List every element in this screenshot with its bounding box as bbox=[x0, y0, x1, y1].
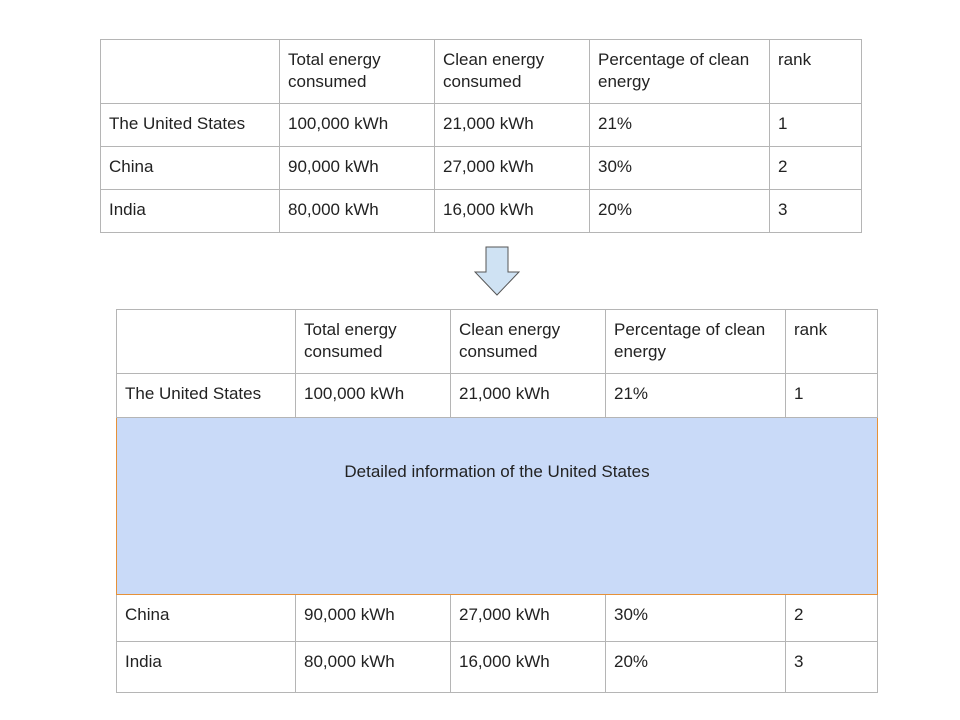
clean-cell: 27,000 kWh bbox=[450, 594, 606, 642]
rank-cell: 2 bbox=[769, 146, 862, 190]
rank-cell: 3 bbox=[769, 189, 862, 233]
rank-cell: 2 bbox=[785, 594, 878, 642]
header-cell-clean-energy: Clean energy consumed bbox=[434, 39, 590, 104]
detail-row: Detailed information of the United State… bbox=[116, 417, 878, 595]
percent-cell: 20% bbox=[589, 189, 770, 233]
down-arrow-shape bbox=[474, 246, 520, 296]
total-cell: 80,000 kWh bbox=[295, 641, 451, 693]
header-cell-rank: rank bbox=[785, 309, 878, 374]
energy-table-before: Total energy consumed Clean energy consu… bbox=[100, 39, 862, 233]
header-cell-percentage: Percentage of clean energy bbox=[605, 309, 786, 374]
total-cell: 80,000 kWh bbox=[279, 189, 435, 233]
table-row: China 90,000 kWh 27,000 kWh 30% 2 bbox=[116, 594, 878, 642]
clean-cell: 21,000 kWh bbox=[450, 373, 606, 418]
country-cell: China bbox=[116, 594, 296, 642]
rank-cell: 3 bbox=[785, 641, 878, 693]
table-row: India 80,000 kWh 16,000 kWh 20% 3 bbox=[116, 641, 878, 693]
header-cell-total-energy: Total energy consumed bbox=[279, 39, 435, 104]
clean-cell: 21,000 kWh bbox=[434, 103, 590, 147]
detail-panel: Detailed information of the United State… bbox=[116, 417, 878, 595]
table-header-row: Total energy consumed Clean energy consu… bbox=[100, 39, 862, 104]
header-cell-rank: rank bbox=[769, 39, 862, 104]
country-cell: The United States bbox=[116, 373, 296, 418]
table-row: The United States 100,000 kWh 21,000 kWh… bbox=[100, 103, 862, 147]
header-cell-percentage: Percentage of clean energy bbox=[589, 39, 770, 104]
percent-cell: 30% bbox=[605, 594, 786, 642]
country-cell: The United States bbox=[100, 103, 280, 147]
detail-text: Detailed information of the United State… bbox=[344, 462, 650, 481]
header-cell-empty bbox=[116, 309, 296, 374]
rank-cell: 1 bbox=[785, 373, 878, 418]
percent-cell: 21% bbox=[589, 103, 770, 147]
header-cell-empty bbox=[100, 39, 280, 104]
percent-cell: 30% bbox=[589, 146, 770, 190]
clean-cell: 27,000 kWh bbox=[434, 146, 590, 190]
clean-cell: 16,000 kWh bbox=[434, 189, 590, 233]
country-cell: India bbox=[116, 641, 296, 693]
energy-table-after: Total energy consumed Clean energy consu… bbox=[116, 309, 878, 693]
table-row: India 80,000 kWh 16,000 kWh 20% 3 bbox=[100, 189, 862, 233]
table-row: The United States 100,000 kWh 21,000 kWh… bbox=[116, 373, 878, 418]
percent-cell: 21% bbox=[605, 373, 786, 418]
total-cell: 90,000 kWh bbox=[295, 594, 451, 642]
clean-cell: 16,000 kWh bbox=[450, 641, 606, 693]
table-row: China 90,000 kWh 27,000 kWh 30% 2 bbox=[100, 146, 862, 190]
total-cell: 90,000 kWh bbox=[279, 146, 435, 190]
total-cell: 100,000 kWh bbox=[279, 103, 435, 147]
country-cell: China bbox=[100, 146, 280, 190]
total-cell: 100,000 kWh bbox=[295, 373, 451, 418]
country-cell: India bbox=[100, 189, 280, 233]
percent-cell: 20% bbox=[605, 641, 786, 693]
header-cell-total-energy: Total energy consumed bbox=[295, 309, 451, 374]
rank-cell: 1 bbox=[769, 103, 862, 147]
down-arrow-icon bbox=[474, 246, 520, 296]
header-cell-clean-energy: Clean energy consumed bbox=[450, 309, 606, 374]
table-header-row: Total energy consumed Clean energy consu… bbox=[116, 309, 878, 374]
